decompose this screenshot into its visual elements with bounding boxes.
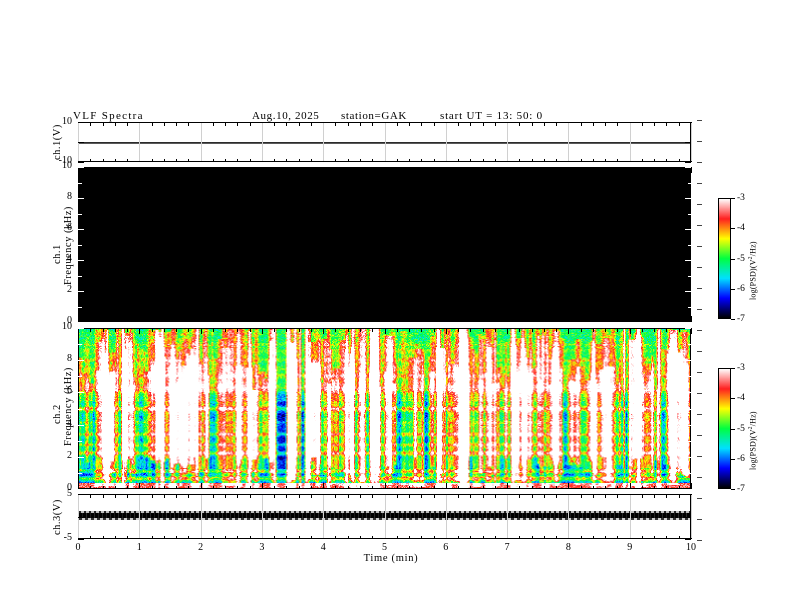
start-ut-label: start UT = 13: 50: 0 bbox=[440, 110, 543, 122]
ch1-spectrogram-tick-label: 6 bbox=[67, 222, 72, 233]
colorbar-tick-label: -7 bbox=[737, 314, 745, 324]
x-axis-tick-label: 0 bbox=[75, 542, 81, 553]
colorbar-tick-label: -6 bbox=[737, 454, 745, 464]
colorbar-tick bbox=[731, 198, 735, 199]
x-axis-tick-label: 4 bbox=[320, 542, 326, 553]
colorbar-tick bbox=[731, 459, 735, 460]
colorbar-tick-label: -6 bbox=[737, 284, 745, 294]
ch1-colorbar bbox=[718, 198, 731, 319]
x-axis-tick-label: 2 bbox=[198, 542, 204, 553]
ch1-spectrogram-tick-label: 10 bbox=[62, 160, 72, 171]
colorbar-tick-label: -3 bbox=[737, 193, 745, 203]
panel-ch2-spectrogram bbox=[78, 328, 691, 489]
ch2-spectrogram-axis-label: Frequency (kHz) bbox=[63, 367, 74, 446]
x-axis-tick-label: 6 bbox=[443, 542, 449, 553]
x-axis-tick-label: 5 bbox=[382, 542, 387, 553]
x-axis-title: Time (min) bbox=[0, 553, 792, 564]
x-axis-tick-label: 10 bbox=[686, 542, 696, 553]
panel-ch1-spectrogram bbox=[78, 167, 691, 322]
ch1-wave-tick-label: -10 bbox=[58, 155, 72, 166]
ch1-colorbar-title-exponent: 2 bbox=[748, 256, 754, 260]
ch1-spectrogram-axis-label: Frequency (kHz) bbox=[63, 206, 74, 285]
ch2-colorbar-title-text: log(PSD)(V bbox=[748, 429, 758, 470]
ch2-colorbar bbox=[718, 368, 731, 489]
panel-ch1-waveform bbox=[78, 122, 691, 162]
ch3-waveform-trace bbox=[79, 511, 690, 520]
colorbar-tick bbox=[731, 368, 735, 369]
colorbar-tick-label: -5 bbox=[737, 424, 745, 434]
ch2-spectrogram-channel-label: ch.2 bbox=[52, 404, 63, 424]
ch1-spectrogram-channel-label: ch.1 bbox=[52, 244, 63, 264]
ch1-spectrogram-tick-label: 0 bbox=[67, 315, 72, 326]
ch1-colorbar-title-tail: /Hz) bbox=[748, 241, 758, 257]
ch2-spectrogram-tick-label: 8 bbox=[67, 353, 72, 364]
station-label: station=GAK bbox=[341, 110, 407, 122]
colorbar-tick bbox=[731, 289, 735, 290]
ch2-spectrogram-tick-label: 0 bbox=[67, 482, 72, 493]
panel-ch3-waveform bbox=[78, 494, 691, 539]
ch1-colorbar-title: log(PSD)(V2/Hz) bbox=[748, 241, 758, 300]
ch2-spectrogram-image bbox=[79, 329, 690, 488]
colorbar-tick bbox=[731, 259, 735, 260]
colorbar-tick bbox=[731, 398, 735, 399]
colorbar-tick-label: -4 bbox=[737, 223, 745, 233]
x-axis-tick-label: 3 bbox=[259, 542, 265, 553]
ch1-spectrogram-tick-label: 8 bbox=[67, 191, 72, 202]
colorbar-tick-label: -7 bbox=[737, 484, 745, 494]
colorbar-tick bbox=[731, 489, 735, 490]
ch3-wave-tick-label: 5 bbox=[67, 488, 72, 499]
colorbar-tick bbox=[731, 319, 735, 320]
observation-date: Aug.10, 2025 bbox=[252, 110, 320, 122]
ch3-wave-tick-label: -5 bbox=[63, 532, 72, 543]
ch1-spectrogram-image bbox=[79, 168, 690, 321]
x-axis-title-text: Time (min) bbox=[363, 553, 419, 564]
ch2-colorbar-title-tail: /Hz) bbox=[748, 411, 758, 427]
ch1-colorbar-title-text: log(PSD)(V bbox=[748, 259, 758, 300]
page-title: VLF Spectra bbox=[73, 110, 144, 122]
ch1-spectrogram-tick-label: 2 bbox=[67, 284, 72, 295]
x-axis-tick-label: 1 bbox=[136, 542, 142, 553]
ch2-spectrogram-tick-label: 6 bbox=[67, 385, 72, 396]
x-axis-tick-label: 9 bbox=[627, 542, 633, 553]
ch2-spectrogram-tick-label: 4 bbox=[67, 418, 72, 429]
ch2-colorbar-title-exponent: 2 bbox=[748, 426, 754, 430]
ch1-waveform-trace bbox=[79, 142, 690, 144]
colorbar-tick-label: -3 bbox=[737, 363, 745, 373]
ch2-colorbar-title: log(PSD)(V2/Hz) bbox=[748, 411, 758, 470]
x-axis-tick-label: 8 bbox=[565, 542, 571, 553]
colorbar-tick bbox=[731, 228, 735, 229]
ch2-spectrogram-tick-label: 2 bbox=[67, 450, 72, 461]
ch2-spectrogram-tick-label: 10 bbox=[62, 321, 72, 332]
ch1-spectrogram-tick-label: 4 bbox=[67, 253, 72, 264]
colorbar-tick-label: -4 bbox=[737, 393, 745, 403]
colorbar-tick-label: -5 bbox=[737, 254, 745, 264]
x-axis-tick-label: 7 bbox=[504, 542, 510, 553]
colorbar-tick bbox=[731, 429, 735, 430]
ch1-wave-tick-label: 10 bbox=[62, 116, 72, 127]
ch1-waveform-axis-label: ch.1(V) bbox=[52, 124, 63, 160]
ch3-waveform-axis-label: ch.3(V) bbox=[52, 499, 63, 535]
